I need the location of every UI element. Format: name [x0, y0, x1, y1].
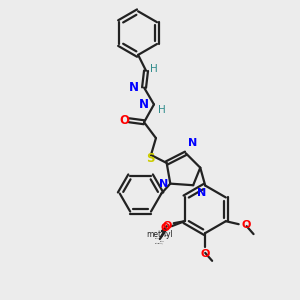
Text: H: H	[150, 64, 158, 74]
Text: O: O	[162, 221, 172, 231]
Text: N: N	[139, 98, 149, 111]
Text: methyl: methyl	[154, 242, 159, 244]
Text: N: N	[197, 188, 206, 198]
Text: methyl: methyl	[146, 230, 173, 238]
Text: O: O	[200, 249, 210, 259]
Text: H: H	[158, 105, 166, 116]
Text: O: O	[160, 223, 170, 233]
Text: methyl_l: methyl_l	[158, 242, 164, 244]
Text: methyl: methyl	[165, 235, 170, 236]
Text: N: N	[129, 81, 139, 94]
Text: O: O	[242, 220, 251, 230]
Text: N: N	[188, 138, 197, 148]
Text: N: N	[159, 178, 168, 189]
Text: O: O	[119, 114, 129, 127]
Text: S: S	[146, 152, 154, 165]
Text: methyl: methyl	[160, 241, 165, 242]
Text: methyl: methyl	[154, 237, 159, 239]
